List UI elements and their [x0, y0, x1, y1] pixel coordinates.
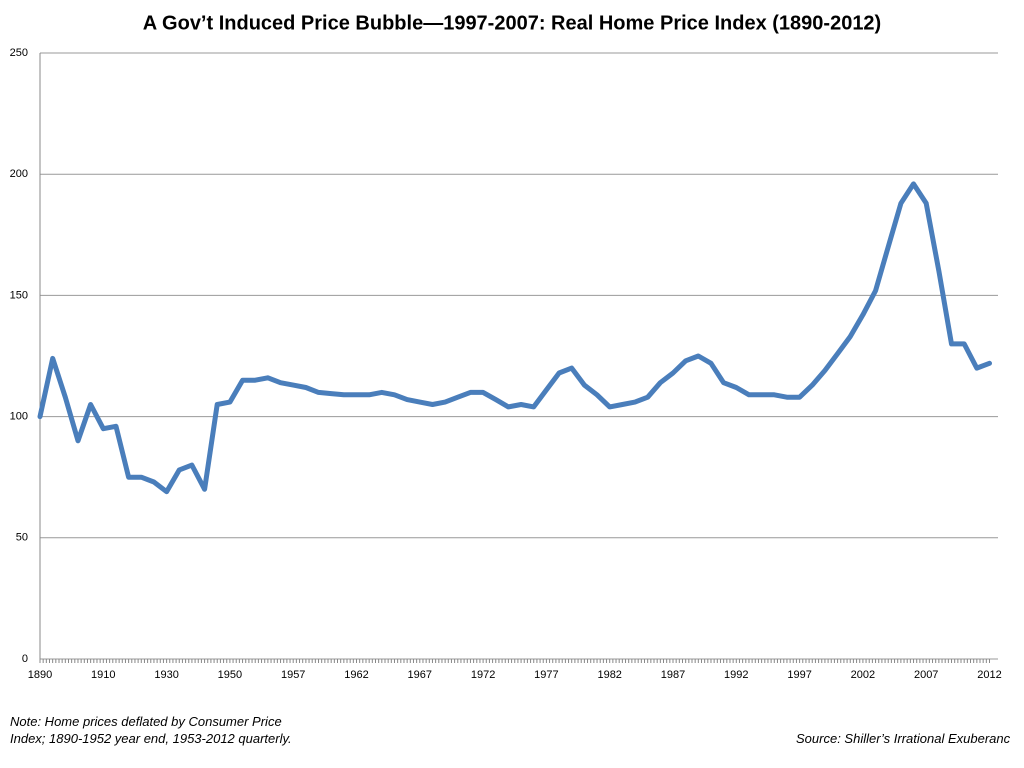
x-tick-label: 1997 — [787, 669, 811, 681]
y-tick-label: 150 — [10, 289, 28, 301]
chart-title: A Gov’t Induced Price Bubble—1997-2007: … — [143, 12, 881, 34]
x-tick-label: 1977 — [534, 669, 558, 681]
source: Source: Shiller’s Irrational Exuberanc — [796, 731, 1011, 746]
x-tick-label: 1930 — [154, 669, 178, 681]
x-tick-label: 2007 — [914, 669, 938, 681]
x-tick-label: 1957 — [281, 669, 305, 681]
x-tick-label: 2002 — [851, 669, 875, 681]
y-tick-label: 100 — [10, 411, 28, 423]
x-tick-label: 1982 — [597, 669, 621, 681]
x-tick-label: 1950 — [218, 669, 242, 681]
x-tick-label: 1962 — [344, 669, 368, 681]
price-line — [37, 181, 992, 495]
x-tick-label: 1890 — [28, 669, 52, 681]
y-tick-label: 250 — [10, 47, 28, 59]
note: Note: Home prices deflated by Consumer P… — [10, 714, 292, 746]
y-tick-label: 0 — [22, 653, 28, 665]
y-tick-label: 200 — [10, 168, 28, 180]
x-tick-label: 1910 — [91, 669, 115, 681]
x-tick-label: 1972 — [471, 669, 495, 681]
y-tick-label: 50 — [16, 532, 28, 544]
x-tick-label: 1987 — [661, 669, 685, 681]
x-tick-label: 1967 — [408, 669, 432, 681]
x-tick-label: 2012 — [977, 669, 1001, 681]
x-tick-label: 1992 — [724, 669, 748, 681]
